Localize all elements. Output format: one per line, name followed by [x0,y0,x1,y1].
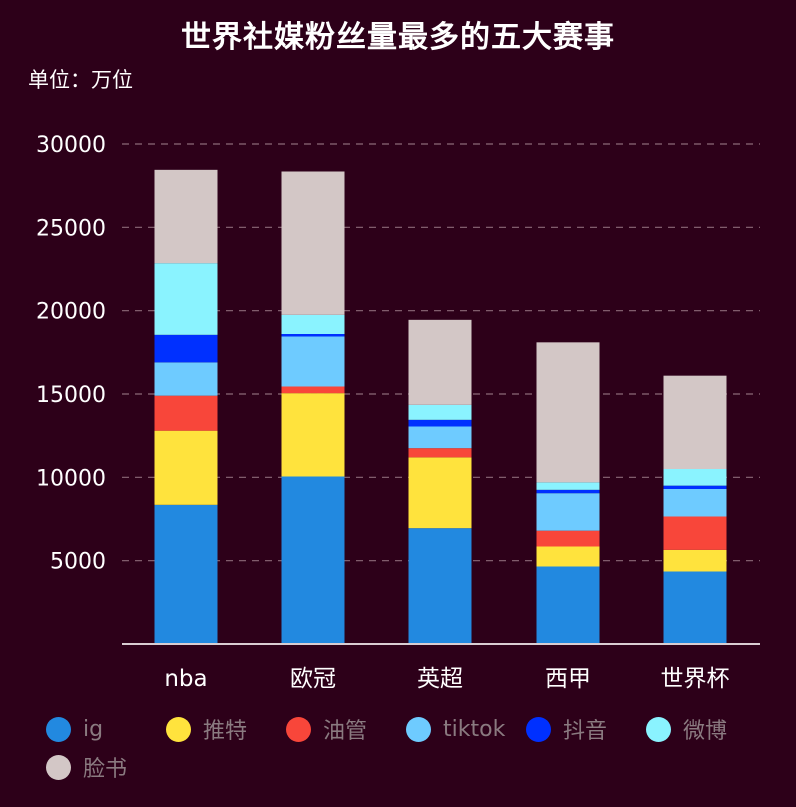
legend-item: ig [46,716,166,742]
legend-swatch [526,716,551,742]
bar-segment-推特 [281,393,345,477]
bar-segment-抖音 [154,334,218,363]
bar-segment-ig [663,571,727,644]
bar-segment-tiktok [536,493,600,531]
bar-segment-微博 [408,404,472,420]
legend-swatch [46,754,71,780]
bar-segment-抖音 [536,489,600,494]
bar-segment-tiktok [154,362,218,396]
legend-label: tiktok [443,716,506,742]
bar-segment-ig [408,528,472,644]
chart-title: 世界社媒粉丝量最多的五大赛事 [181,20,615,55]
bar-segment-油管 [281,386,345,394]
legend-swatch [646,716,671,742]
bar-segment-脸书 [281,171,345,315]
bar-segment-油管 [154,395,218,431]
bar-segment-微博 [154,263,218,335]
x-tick-label: 西甲 [545,666,591,692]
bar-segment-油管 [536,530,600,547]
bar-segment-微博 [536,482,600,490]
legend-label: 抖音 [563,719,608,744]
bar-segment-抖音 [663,485,727,489]
legend-item: 微博 [646,716,766,744]
y-tick-label: 20000 [36,300,106,325]
y-tick-label: 15000 [36,383,106,408]
bar-segment-tiktok [281,336,345,387]
y-tick-label: 30000 [36,133,106,158]
bar-segment-推特 [154,430,218,505]
legend-item: 推特 [166,716,286,744]
bar-segment-推特 [408,457,472,529]
bar-segment-脸书 [536,342,600,483]
legend-item: 脸书 [46,754,166,782]
y-tick-label: 25000 [36,216,106,241]
x-tick-label: 英超 [417,666,463,692]
bar-segment-ig [281,476,345,644]
bar-segment-抖音 [408,419,472,427]
legend-item: tiktok [406,716,526,742]
bar-segment-推特 [663,549,727,572]
legend-label: 油管 [323,719,368,744]
bar-segment-ig [536,566,600,644]
legend-swatch [406,716,431,742]
x-tick-label: nba [164,666,207,692]
legend-label: 推特 [203,719,248,744]
bar-segment-油管 [663,516,727,550]
legend-label: 脸书 [83,757,128,782]
x-tick-label: 世界杯 [661,666,730,692]
bar-segment-微博 [663,469,727,486]
bar-segment-tiktok [408,426,472,449]
bar-segment-油管 [408,448,472,458]
stacked-bar-chart: 5000 10000 15000 20000 25000 30000 nba 欧冠 英超 西甲 世界… [36,133,760,692]
legend-label: 微博 [683,719,728,744]
legend-swatch [46,716,71,742]
bar-segment-ig [154,504,218,644]
legend-swatch [286,716,311,742]
bar-segment-脸书 [154,169,218,264]
bar-segment-微博 [281,314,345,334]
x-tick-label: 欧冠 [290,666,336,692]
legend-label: ig [83,716,104,742]
y-tick-label: 10000 [36,466,106,491]
legend-item: 油管 [286,716,406,744]
bar-segment-推特 [536,546,600,567]
unit-label: 单位：万位 [28,68,133,92]
legend-item: 抖音 [526,716,646,744]
bar-segment-脸书 [408,319,472,405]
chart-legend: ig 推特 油管 tiktok 抖音 微博脸书 [46,716,766,782]
y-tick-label: 5000 [50,550,106,575]
bar-segment-抖音 [281,334,345,337]
legend-swatch [166,716,191,742]
bar-segment-tiktok [663,489,727,517]
bar-segment-脸书 [663,375,727,469]
